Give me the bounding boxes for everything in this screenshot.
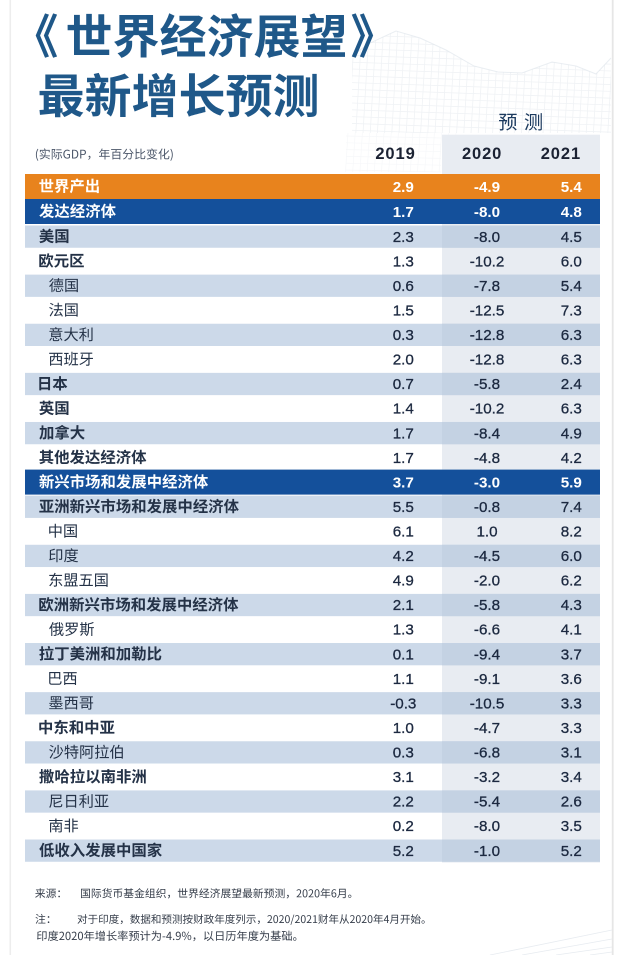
svg-text:3.4: 3.4	[561, 769, 582, 786]
svg-text:-2.0: -2.0	[474, 573, 500, 590]
svg-text:0.1: 0.1	[393, 646, 414, 663]
svg-text:4.2: 4.2	[393, 548, 414, 565]
svg-text:1.0: 1.0	[476, 524, 497, 541]
svg-text:2.0: 2.0	[393, 352, 414, 369]
svg-text:-3.2: -3.2	[474, 769, 500, 786]
svg-text:-8.0: -8.0	[474, 204, 500, 221]
svg-text:3.3: 3.3	[561, 720, 582, 737]
svg-text:-5.4: -5.4	[474, 794, 500, 811]
svg-text:-4.5: -4.5	[474, 548, 500, 565]
svg-text:-0.3: -0.3	[390, 695, 416, 712]
svg-text:-6.6: -6.6	[474, 622, 500, 639]
svg-text:-1.0: -1.0	[474, 843, 500, 860]
svg-text:0.3: 0.3	[393, 745, 414, 762]
svg-text:6.3: 6.3	[561, 327, 582, 344]
svg-text:5.4: 5.4	[561, 179, 583, 196]
svg-text:-12.8: -12.8	[470, 352, 505, 369]
svg-text:-8.0: -8.0	[474, 818, 500, 835]
svg-text:6.2: 6.2	[561, 573, 582, 590]
svg-text:-8.0: -8.0	[474, 229, 500, 246]
svg-text:-0.8: -0.8	[474, 499, 500, 516]
svg-text:-12.8: -12.8	[470, 327, 505, 344]
svg-text:2019: 2019	[375, 145, 415, 163]
svg-text:8.2: 8.2	[561, 524, 582, 541]
svg-text:1.7: 1.7	[393, 450, 414, 467]
svg-text:3.7: 3.7	[393, 475, 414, 492]
svg-text:-10.5: -10.5	[470, 695, 505, 712]
svg-text:4.9: 4.9	[393, 573, 414, 590]
svg-text:2.3: 2.3	[393, 229, 414, 246]
svg-text:2020: 2020	[462, 145, 502, 163]
svg-text:-4.9: -4.9	[474, 179, 500, 196]
svg-text:1.3: 1.3	[393, 622, 414, 639]
svg-text:4.1: 4.1	[561, 622, 582, 639]
svg-text:3.3: 3.3	[561, 695, 582, 712]
svg-text:5.5: 5.5	[393, 499, 414, 516]
svg-text:6.3: 6.3	[561, 352, 582, 369]
svg-text:-7.8: -7.8	[474, 278, 500, 295]
svg-text:6.0: 6.0	[561, 548, 582, 565]
svg-text:7.3: 7.3	[561, 303, 582, 320]
svg-text:1.4: 1.4	[393, 401, 414, 418]
svg-text:-8.4: -8.4	[474, 425, 500, 442]
svg-text:-5.8: -5.8	[474, 376, 500, 393]
svg-text:-12.5: -12.5	[470, 303, 505, 320]
svg-text:0.3: 0.3	[393, 327, 414, 344]
svg-text:1.3: 1.3	[393, 253, 414, 270]
svg-text:-10.2: -10.2	[470, 401, 505, 418]
svg-text:-10.2: -10.2	[470, 253, 505, 270]
svg-text:6.3: 6.3	[561, 401, 582, 418]
svg-text:3.6: 3.6	[561, 671, 582, 688]
svg-text:7.4: 7.4	[561, 499, 582, 516]
svg-text:5.4: 5.4	[561, 278, 582, 295]
svg-text:-4.8: -4.8	[474, 450, 500, 467]
svg-text:-5.8: -5.8	[474, 597, 500, 614]
svg-text:2.2: 2.2	[393, 794, 414, 811]
svg-text:4.8: 4.8	[561, 204, 582, 221]
svg-text:0.7: 0.7	[393, 376, 414, 393]
svg-text:0.6: 0.6	[393, 278, 414, 295]
svg-text:4.5: 4.5	[561, 229, 582, 246]
svg-text:5.9: 5.9	[561, 475, 582, 492]
svg-text:2.1: 2.1	[393, 597, 414, 614]
svg-text:4.3: 4.3	[561, 597, 582, 614]
svg-text:4.2: 4.2	[561, 450, 582, 467]
svg-text:3.5: 3.5	[561, 818, 582, 835]
svg-text:1.0: 1.0	[393, 720, 414, 737]
svg-text:-9.1: -9.1	[474, 671, 500, 688]
svg-text:2.6: 2.6	[561, 794, 582, 811]
svg-text:3.1: 3.1	[393, 769, 414, 786]
svg-text:-4.7: -4.7	[474, 720, 500, 737]
svg-text:6.0: 6.0	[561, 253, 582, 270]
svg-text:5.2: 5.2	[393, 843, 414, 860]
svg-text:4.9: 4.9	[561, 425, 582, 442]
svg-text:1.7: 1.7	[393, 204, 414, 221]
svg-text:-6.8: -6.8	[474, 745, 500, 762]
svg-text:1.7: 1.7	[393, 425, 414, 442]
svg-text:2.4: 2.4	[561, 376, 582, 393]
svg-text:1.1: 1.1	[393, 671, 414, 688]
svg-text:2.9: 2.9	[393, 179, 414, 196]
svg-text:3.1: 3.1	[561, 745, 582, 762]
svg-text:3.7: 3.7	[561, 646, 582, 663]
svg-text:1.5: 1.5	[393, 303, 414, 320]
svg-text:5.2: 5.2	[561, 843, 582, 860]
svg-text:2021: 2021	[541, 145, 581, 163]
svg-text:6.1: 6.1	[393, 524, 414, 541]
svg-text:-3.0: -3.0	[474, 475, 500, 492]
svg-text:0.2: 0.2	[393, 818, 414, 835]
svg-text:-9.4: -9.4	[474, 646, 500, 663]
